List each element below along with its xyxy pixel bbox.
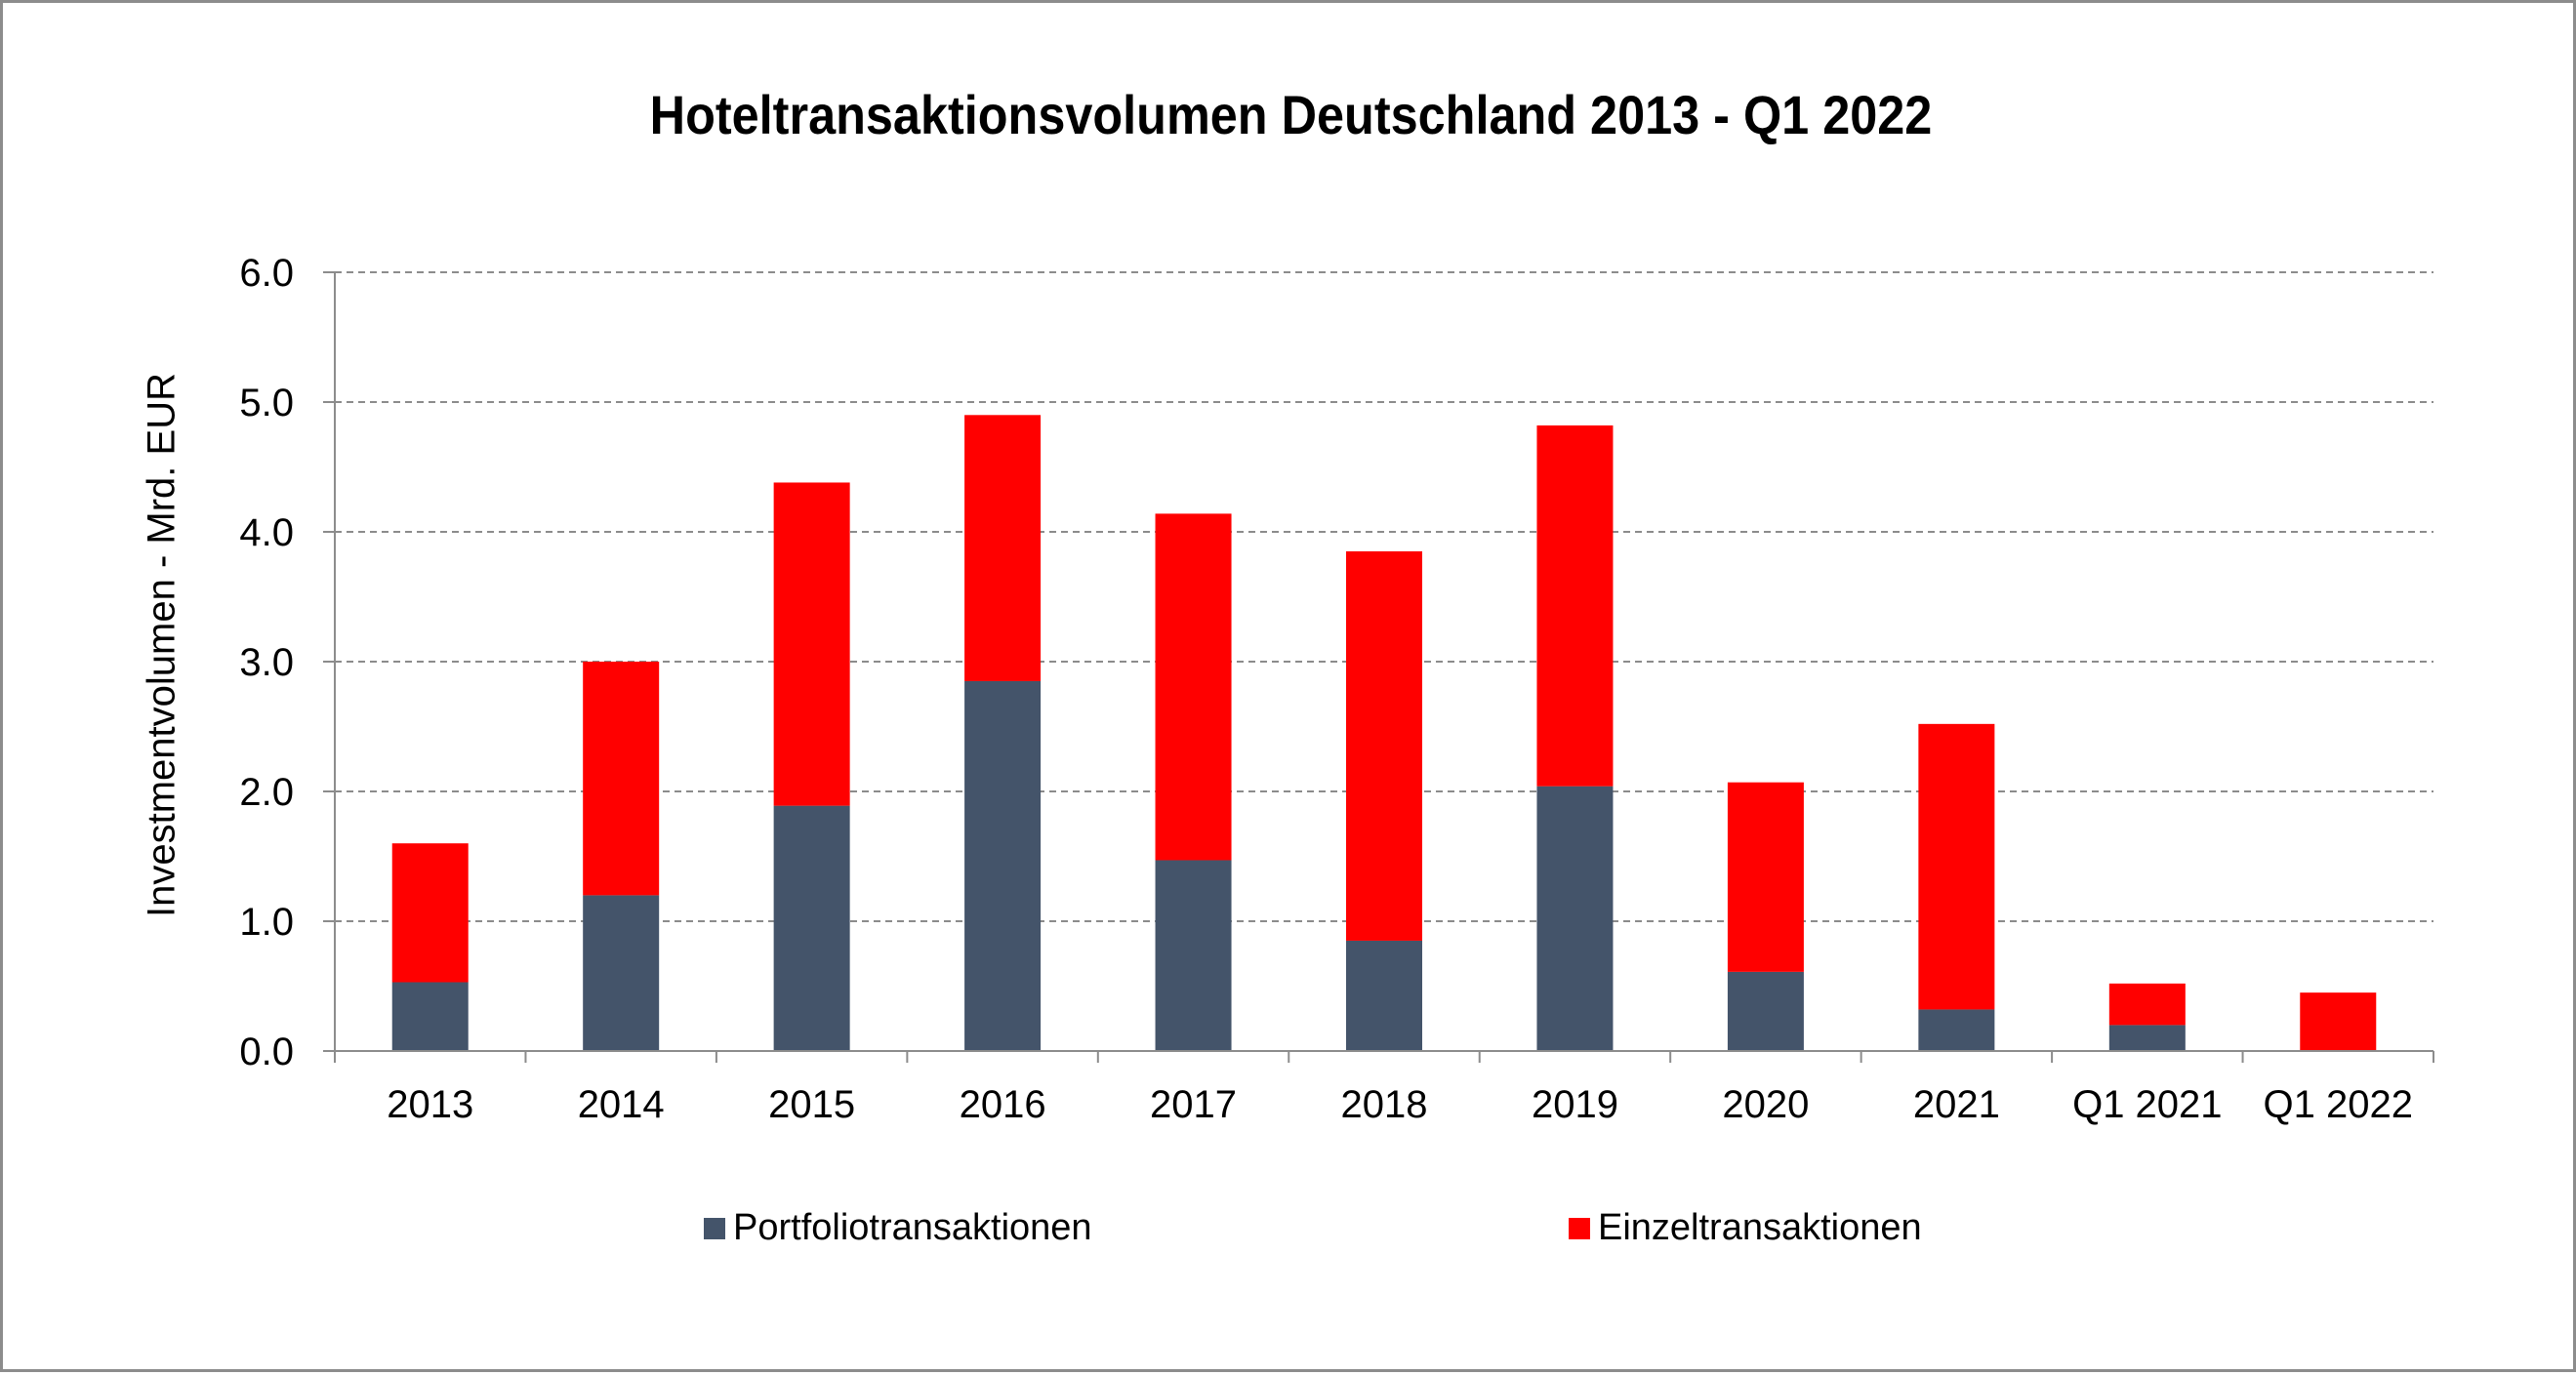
bar-portfolio — [1918, 1009, 1995, 1051]
legend: Portfoliotransaktionen Einzeltransaktion… — [3, 1207, 2576, 1256]
x-tick-label: 2018 — [1341, 1083, 1428, 1126]
bar-einzel — [391, 843, 469, 983]
y-tick-label: 6.0 — [239, 252, 294, 295]
chart-plot: 0.0 1.0 2.0 3.0 4.0 5.0 6.0 2013 2014 2015 2016 201… — [239, 252, 2434, 1126]
legend-label-einzel: Einzeltransaktionen — [1598, 1207, 1922, 1248]
bar-einzel — [964, 415, 1042, 681]
x-tick-label: 2021 — [1913, 1083, 2000, 1126]
bar-portfolio — [964, 680, 1042, 1051]
y-tick-label: 2.0 — [239, 771, 294, 814]
x-tick-label: 2020 — [1722, 1083, 1809, 1126]
bar-einzel — [773, 482, 850, 806]
bar-einzel — [1727, 782, 1804, 972]
y-tick-label: 1.0 — [239, 901, 294, 944]
bar-portfolio — [391, 982, 469, 1051]
chart-title: Hoteltransaktionsvolumen Deutschland 201… — [649, 84, 1933, 145]
bar-portfolio — [1727, 971, 1804, 1051]
y-tick-label: 3.0 — [239, 641, 294, 684]
bar-einzel — [1536, 425, 1614, 787]
y-tick-label: 5.0 — [239, 382, 294, 425]
x-tick-label: 2019 — [1532, 1083, 1618, 1126]
bar-portfolio — [1155, 860, 1232, 1051]
x-tick-label: Q1 2022 — [2264, 1083, 2413, 1126]
bar-portfolio — [1536, 786, 1614, 1051]
legend-swatch-portfolio — [704, 1217, 725, 1239]
y-tick-label: 4.0 — [239, 511, 294, 554]
bar-einzel — [1346, 550, 1422, 941]
bar-portfolio — [583, 895, 660, 1051]
bar-portfolio — [1346, 940, 1422, 1051]
bar-einzel — [1155, 513, 1232, 861]
legend-item-portfolio: Portfoliotransaktionen — [704, 1207, 1092, 1249]
bar-einzel — [583, 662, 660, 896]
bar-einzel — [1918, 723, 1995, 1010]
x-tick-label: 2017 — [1150, 1083, 1237, 1126]
bar-portfolio — [2108, 1025, 2186, 1051]
x-tick-label: Q1 2021 — [2072, 1083, 2222, 1126]
x-tick-label: 2015 — [768, 1083, 855, 1126]
bar-portfolio — [773, 805, 850, 1051]
x-tick-label: 2013 — [387, 1083, 473, 1126]
bar-einzel — [2300, 992, 2377, 1051]
x-tick-label: 2014 — [578, 1083, 665, 1126]
legend-label-portfolio: Portfoliotransaktionen — [733, 1207, 1092, 1248]
bar-einzel — [2108, 983, 2186, 1026]
legend-swatch-einzel — [1569, 1217, 1590, 1239]
y-tick-label: 0.0 — [239, 1031, 294, 1073]
x-tick-label: 2016 — [960, 1083, 1046, 1126]
legend-item-einzel: Einzeltransaktionen — [1569, 1207, 1922, 1249]
